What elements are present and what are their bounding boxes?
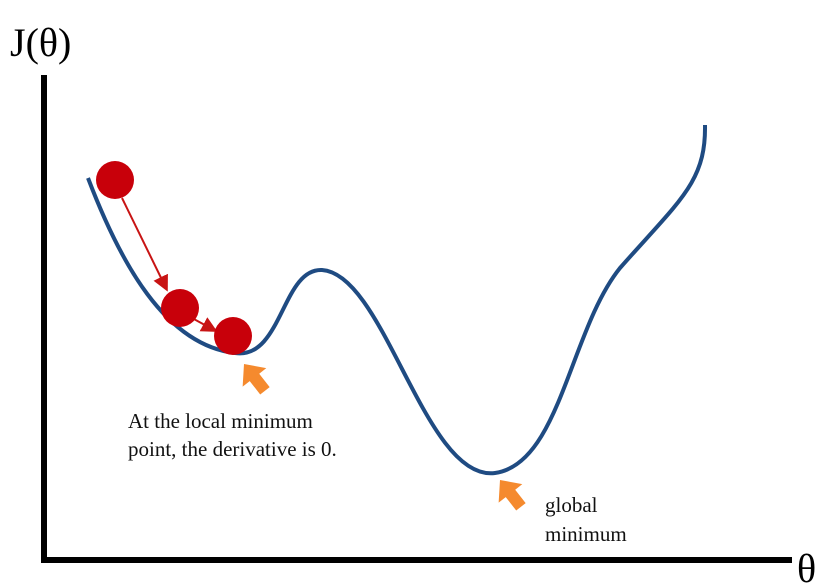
y-axis-label: J(θ) [10, 20, 71, 65]
annotation-line: point, the derivative is 0. [128, 437, 337, 461]
x-axis-label: θ [797, 546, 816, 585]
ball [96, 161, 134, 199]
ball [214, 317, 252, 355]
annotation-line: At the local minimum [128, 409, 313, 433]
ball [161, 289, 199, 327]
annotation-line: minimum [545, 522, 627, 546]
pointer-arrow [498, 480, 526, 511]
step-arrow [191, 317, 218, 332]
cost-curve [86, 124, 708, 476]
annotation-line: global [545, 493, 598, 517]
pointer-arrow [242, 364, 270, 395]
step-arrow [121, 197, 168, 292]
